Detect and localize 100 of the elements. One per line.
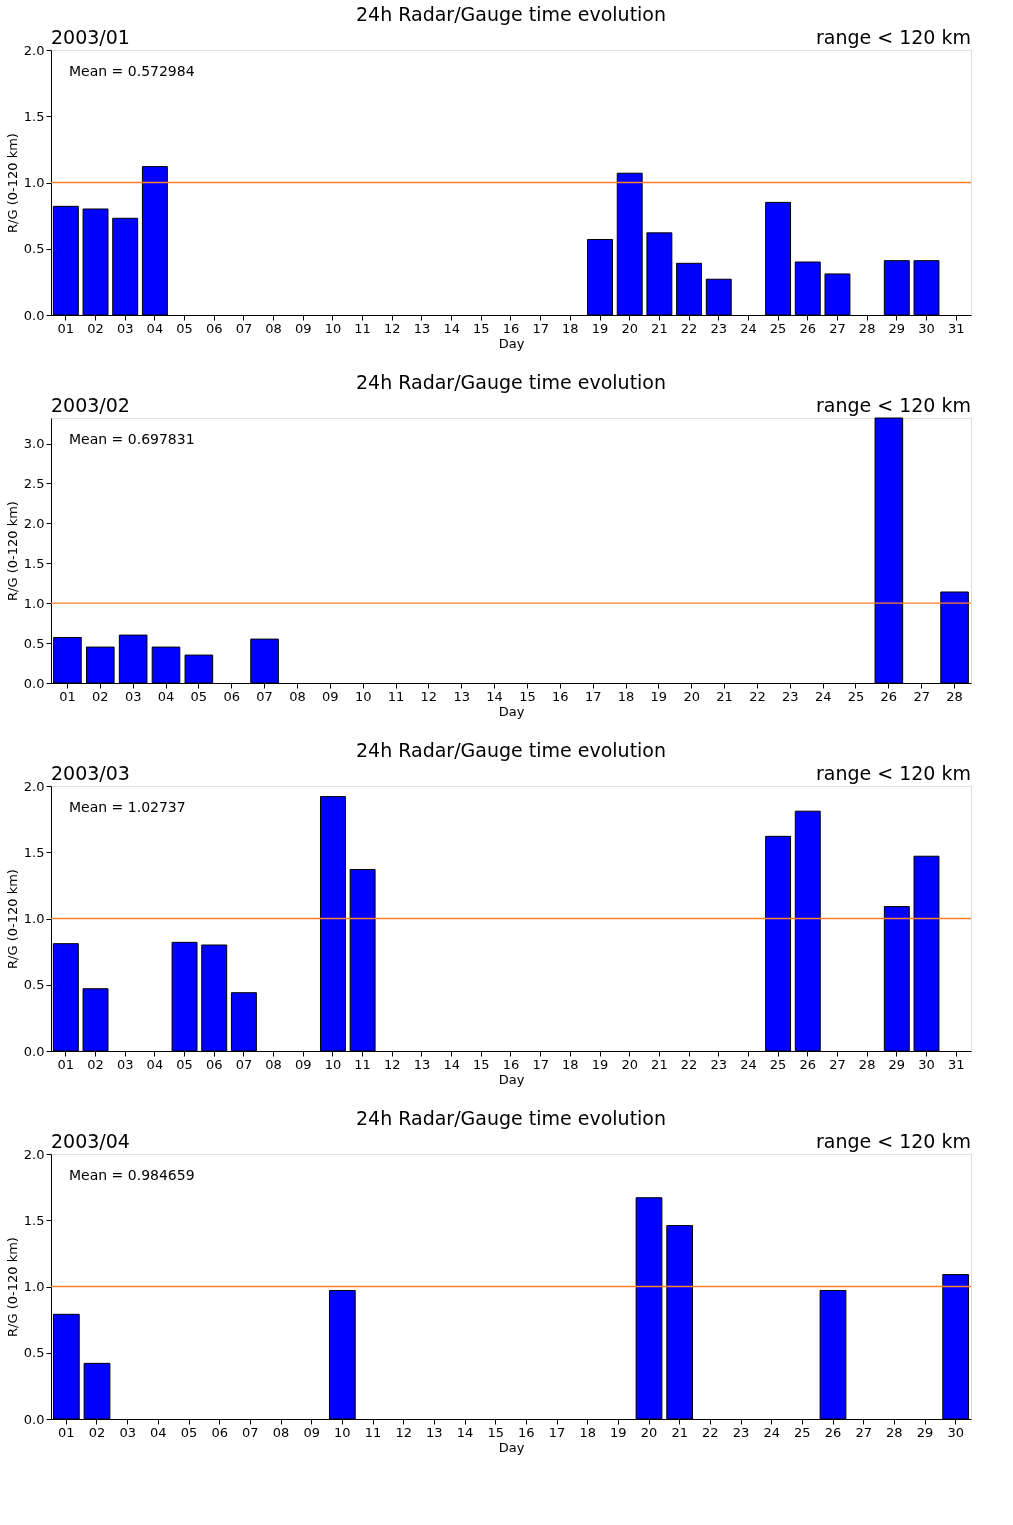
- x-tick-label: 05: [176, 1056, 193, 1072]
- x-tick-label: 25: [769, 320, 787, 336]
- x-tick-label: 25: [794, 1424, 811, 1440]
- x-tick-label: 23: [710, 1056, 728, 1072]
- x-tick-label: 02: [87, 1056, 104, 1072]
- x-tick-label: 15: [473, 1056, 490, 1072]
- y-tick-label: 2.5: [23, 475, 45, 491]
- x-axis-title: Day: [498, 1439, 525, 1455]
- text: 2003/03: [51, 762, 130, 784]
- text: 2003/04: [51, 1130, 130, 1152]
- text: 2003/01: [51, 26, 130, 48]
- y-tick-label: 0.0: [23, 1411, 45, 1427]
- x-tick-label: 29: [888, 320, 906, 336]
- y-tick-label: 2.0: [23, 778, 45, 794]
- x-tick-label: 15: [487, 1424, 504, 1440]
- x-tick-label: 29: [916, 1424, 934, 1440]
- x-tick-label: 06: [211, 1424, 228, 1440]
- x-tick-label: 20: [683, 688, 700, 704]
- x-tick-label: 03: [124, 688, 142, 704]
- x-tick-label: 14: [456, 1424, 474, 1440]
- x-tick-label: 01: [57, 1056, 75, 1072]
- chart-title: 24h Radar/Gauge time evolution: [355, 3, 667, 25]
- x-tick-label: 17: [584, 688, 602, 704]
- x-tick-label: 08: [265, 1056, 282, 1072]
- annotation: Mean = 0.572984: [69, 63, 195, 79]
- text: 2003/02: [51, 394, 130, 416]
- x-tick-label: 18: [617, 688, 635, 704]
- annotation: Mean = 0.984659: [69, 1167, 195, 1183]
- y-tick-label: 2.0: [23, 42, 45, 58]
- x-tick-label: 26: [799, 320, 817, 336]
- x-tick-label: 30: [918, 320, 935, 336]
- x-tick-label: 09: [294, 320, 312, 336]
- x-tick-label: 05: [190, 688, 208, 704]
- x-tick-label: 26: [824, 1424, 842, 1440]
- y-tick-label: 0.0: [23, 307, 45, 323]
- x-tick-label: 27: [829, 320, 846, 336]
- x-tick-label: 17: [532, 320, 549, 336]
- x-tick-label: 03: [116, 320, 134, 336]
- x-tick-label: 07: [235, 320, 253, 336]
- x-tick-label: 12: [420, 688, 438, 704]
- x-tick-label: 18: [562, 320, 579, 336]
- y-tick-label: 1.0: [23, 1279, 45, 1294]
- x-tick-label: 11: [387, 688, 405, 704]
- x-tick-label: 18: [562, 1056, 579, 1072]
- x-tick-label: 12: [384, 1056, 401, 1072]
- x-tick-label: 16: [518, 1424, 535, 1440]
- x-tick-label: 21: [671, 1424, 688, 1440]
- y-tick-label: 0.5: [23, 977, 45, 993]
- x-axis-title: Day: [498, 335, 525, 351]
- x-tick-label: 31: [947, 1056, 965, 1072]
- x-tick-label: 14: [443, 1056, 460, 1072]
- x-tick-label: 05: [176, 320, 193, 336]
- x-tick-label: 03: [119, 1424, 136, 1440]
- x-tick-label: 28: [886, 1424, 903, 1440]
- annotation: Mean = 0.697831: [69, 431, 195, 447]
- x-tick-label: 18: [579, 1424, 596, 1440]
- text: range < 120 km: [815, 26, 971, 48]
- x-tick-label: 14: [486, 688, 503, 704]
- x-tick-label: 17: [532, 1056, 549, 1072]
- text: range < 120 km: [815, 1130, 971, 1152]
- x-tick-label: 23: [732, 1424, 750, 1440]
- x-tick-label: 08: [289, 688, 306, 704]
- x-tick-label: 10: [334, 1424, 351, 1440]
- x-tick-label: 26: [880, 688, 898, 704]
- x-tick-label: 15: [473, 320, 490, 336]
- x-tick-label: 09: [294, 1056, 312, 1072]
- x-tick-label: 02: [88, 1424, 106, 1440]
- text: range < 120 km: [815, 762, 971, 784]
- x-tick-label: 01: [57, 320, 75, 336]
- x-tick-label: 13: [426, 1424, 443, 1440]
- x-tick-label: 26: [799, 1056, 817, 1072]
- text: range < 120 km: [815, 394, 971, 416]
- x-tick-label: 19: [591, 320, 609, 336]
- x-axis-title: Day: [498, 1071, 525, 1087]
- y-tick-label: 0.5: [23, 1345, 45, 1361]
- y-axis-title: R/G (0-120 km): [4, 869, 20, 969]
- y-tick-label: 3.0: [23, 436, 45, 452]
- x-tick-label: 10: [324, 320, 342, 336]
- x-tick-label: 04: [157, 688, 175, 704]
- x-axis-title: Day: [498, 703, 525, 719]
- x-tick-label: 19: [610, 1424, 627, 1440]
- x-tick-label: 13: [413, 320, 431, 336]
- x-tick-label: 27: [855, 1424, 872, 1440]
- y-tick-label: 0.5: [23, 635, 45, 651]
- x-tick-label: 05: [180, 1424, 198, 1440]
- x-tick-label: 12: [395, 1424, 412, 1440]
- y-tick-label: 2.0: [23, 1146, 45, 1162]
- x-tick-label: 20: [621, 320, 638, 336]
- x-tick-label: 24: [740, 1056, 757, 1072]
- y-tick-label: 1.5: [23, 108, 45, 124]
- y-axis-title: R/G (0-120 km): [4, 1237, 20, 1337]
- x-tick-label: 21: [651, 320, 668, 336]
- x-tick-label: 11: [364, 1424, 382, 1440]
- x-tick-label: 31: [947, 320, 965, 336]
- y-tick-label: 1.0: [23, 595, 45, 611]
- x-tick-label: 03: [116, 1056, 134, 1072]
- x-tick-label: 19: [591, 1056, 609, 1072]
- x-tick-label: 06: [205, 320, 223, 336]
- y-tick-label: 0.5: [23, 241, 45, 257]
- x-tick-label: 14: [443, 320, 460, 336]
